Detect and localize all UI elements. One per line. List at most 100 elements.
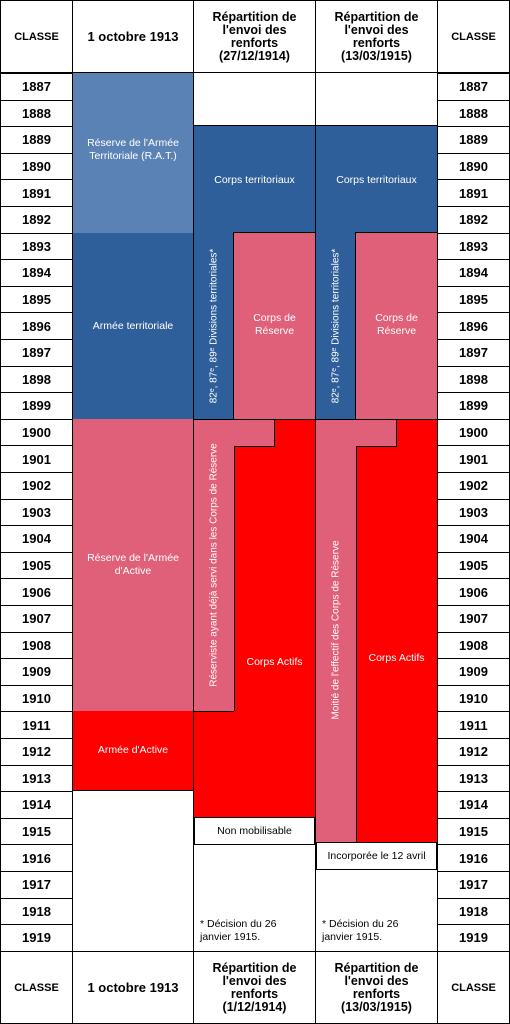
year-cell-left: 1913 xyxy=(0,764,73,793)
year-cell-right: 1918 xyxy=(437,897,510,926)
year-cell-left: 1894 xyxy=(0,259,73,287)
col3-divisions-block xyxy=(316,233,356,419)
year-cell-right: 1917 xyxy=(437,871,510,899)
col2-territoriaux-block xyxy=(194,126,315,233)
col2-divisions-block xyxy=(194,233,234,419)
year-cell-right: 1900 xyxy=(437,418,510,447)
year-cell-right: 1897 xyxy=(437,339,510,367)
col2-note-cell xyxy=(194,845,315,951)
col1-active-label: Armée d'Active xyxy=(97,743,169,756)
header-bottom-col2-line4: (1/12/1914) xyxy=(222,999,287,1014)
header-top-col3-line2: l'envoi des xyxy=(344,22,409,37)
year-cell-left: 1907 xyxy=(0,605,73,633)
header-top-col2-line3: renforts xyxy=(230,35,279,50)
year-cell-left: 1911 xyxy=(0,711,73,739)
header-bottom-classe-right: CLASSE xyxy=(437,951,510,1024)
col2-actifs-step-mid xyxy=(234,446,275,447)
year-cell-right: 1894 xyxy=(437,259,510,287)
col2-actifs-lower-top xyxy=(194,711,234,712)
year-cell-right: 1892 xyxy=(437,206,510,234)
col2-reservistes-label: Réserviste ayant déjà servi dans les Cor… xyxy=(208,443,220,687)
header-top-col2: Répartition de l'envoi des renforts (27/… xyxy=(193,0,316,73)
year-cell-left: 1888 xyxy=(0,99,73,128)
year-cell-left: 1887 xyxy=(0,73,73,101)
year-cell-right: 1887 xyxy=(437,73,510,101)
col1-territorial-block xyxy=(73,233,193,419)
year-cell-right: 1902 xyxy=(437,472,510,500)
header-top-col2-line4: (27/12/1914) xyxy=(219,48,290,63)
col3-actifs-step-mid xyxy=(356,446,397,447)
col2-actifs-step-left xyxy=(274,419,275,446)
year-cell-right: 1908 xyxy=(437,631,510,660)
header-bottom-col2: Répartition de l'envoi des renforts (1/1… xyxy=(193,951,316,1024)
col1-reserve-label: Réserve de l'Armée d'Active xyxy=(87,552,179,577)
header-top-col3-line1: Répartition de xyxy=(334,9,419,24)
header-bottom-col3-line3: renforts xyxy=(352,986,401,1001)
year-cell-left: 1900 xyxy=(0,418,73,447)
col2-actifs-left xyxy=(234,446,235,711)
col3-territoriaux-block xyxy=(316,126,437,233)
header-top-col3-line4: (13/03/1915) xyxy=(341,48,412,63)
year-cell-left: 1895 xyxy=(0,285,73,314)
col3-top-border xyxy=(316,125,437,126)
header-bottom-col3: Répartition de l'envoi des renforts (13/… xyxy=(315,951,438,1024)
col3-territoriaux-label: Corps territoriaux xyxy=(336,173,417,186)
year-cell-left: 1903 xyxy=(0,498,73,527)
col3-incorporee-label: Incorporée le 12 avril xyxy=(327,849,426,862)
col3-incorporee-cell xyxy=(316,842,437,870)
year-cell-right: 1903 xyxy=(437,498,510,527)
year-cell-right: 1904 xyxy=(437,525,510,553)
year-cell-left: 1897 xyxy=(0,339,73,367)
year-cell-left: 1898 xyxy=(0,365,73,394)
year-cell-left: 1910 xyxy=(0,684,73,713)
year-cell-right: 1895 xyxy=(437,285,510,314)
col3-divisions-top-border xyxy=(356,232,437,233)
col1-territorial-label: Armée territoriale xyxy=(92,319,174,332)
year-cell-left: 1902 xyxy=(0,472,73,500)
col3-moitie-block xyxy=(316,419,396,446)
year-cell-left: 1899 xyxy=(0,392,73,420)
year-cell-right: 1914 xyxy=(437,791,510,819)
year-cell-right: 1888 xyxy=(437,99,510,128)
header-bottom-col3-line4: (13/03/1915) xyxy=(341,999,412,1014)
year-cell-left: 1912 xyxy=(0,738,73,766)
year-cell-left: 1914 xyxy=(0,791,73,819)
col3-note-cell xyxy=(316,870,437,951)
year-cell-left: 1916 xyxy=(0,844,73,872)
col2-divisions-label: 82ᵉ, 87ᵉ, 89ᵉ Divisions territoriales* xyxy=(208,248,220,404)
col2-actifs-label: Corps Actifs xyxy=(246,655,303,668)
year-cell-right: 1907 xyxy=(437,605,510,633)
year-cell-right: 1909 xyxy=(437,658,510,686)
header-bottom-classe-left: CLASSE xyxy=(0,951,73,1024)
col1-rat-label: Réserve de l'Armée Territoriale (R.A.T.) xyxy=(87,137,179,162)
col3-divisions-label: 82ᵉ, 87ᵉ, 89ᵉ Divisions territoriales* xyxy=(330,248,342,404)
col1-active-block xyxy=(73,711,193,791)
year-cell-left: 1919 xyxy=(0,924,73,952)
year-cell-right: 1890 xyxy=(437,152,510,181)
header-top-col3: Répartition de l'envoi des renforts (13/… xyxy=(315,0,438,73)
year-cell-left: 1908 xyxy=(0,631,73,660)
header-bottom-col1: 1 octobre 1913 xyxy=(72,951,194,1024)
year-cell-right: 1889 xyxy=(437,126,510,154)
year-cell-right: 1893 xyxy=(437,232,510,261)
year-cell-left: 1906 xyxy=(0,578,73,606)
header-top-col3-line3: renforts xyxy=(352,35,401,50)
year-cell-left: 1915 xyxy=(0,817,73,846)
header-top-classe-right: CLASSE xyxy=(437,0,510,73)
year-cell-right: 1910 xyxy=(437,684,510,713)
col2-reserve-block xyxy=(234,233,315,419)
col3-note: * Décision du 26 janvier 1915. xyxy=(322,918,399,943)
header-top-col2-line2: l'envoi des xyxy=(222,22,287,37)
col1-rat-block xyxy=(73,73,193,233)
year-cell-right: 1911 xyxy=(437,711,510,739)
year-cell-right: 1899 xyxy=(437,392,510,420)
year-cell-left: 1891 xyxy=(0,179,73,207)
col2-divisions-right-border xyxy=(233,232,234,419)
header-bottom-col3-line1: Répartition de xyxy=(334,960,419,975)
col3-actifs-label: Corps Actifs xyxy=(368,651,425,664)
col2-empty-top xyxy=(194,73,315,126)
year-cell-left: 1901 xyxy=(0,445,73,473)
col2-left-border xyxy=(193,73,194,951)
col2-non-mobilisable-label: Non mobilisable xyxy=(217,824,292,837)
